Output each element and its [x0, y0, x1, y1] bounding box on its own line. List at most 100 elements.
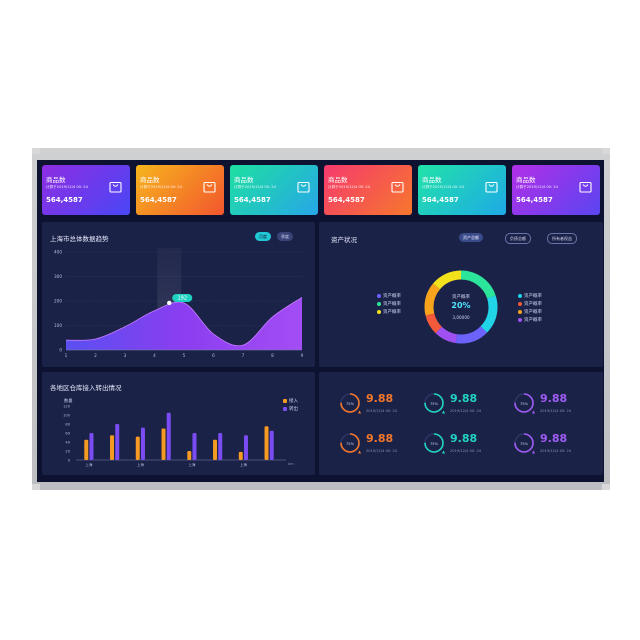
y-tick-label: 0 — [68, 458, 71, 462]
dashboard-screen: 商品数 计算于2019/12/4 00: 24 564,4587 商品数 计算于2019… — [37, 160, 604, 482]
tab-owner-equity[interactable]: 所有者权益 — [547, 233, 577, 244]
progress-ring-icon — [340, 433, 360, 453]
x-tick-label: 上海 — [188, 462, 196, 467]
stat-date: 2019/12/4 00: 24 — [540, 449, 572, 453]
assets-legend-item: 资产概率 — [518, 301, 542, 307]
x-tick-label: 上海 — [240, 462, 248, 467]
bar-inbound — [187, 451, 192, 460]
assets-legend-item: 资产概率 — [518, 293, 542, 299]
legend-outbound: 转出 — [283, 406, 298, 412]
legend-label: 资产概率 — [524, 318, 542, 323]
bezel-corner — [602, 484, 610, 490]
legend-label: 资产概率 — [383, 302, 401, 307]
highlight-badge — [172, 293, 193, 302]
stat-item: 75% ▲ 9.88 2019/12/4 00: 24 — [423, 390, 503, 420]
kpi-card[interactable]: 商品数 计算于2019/12/4 00: 24 564,4587 — [136, 165, 224, 215]
tab-total-liabilities[interactable]: 负债总额 — [505, 233, 531, 244]
donut-segment — [424, 270, 498, 344]
kpi-card-title: 商品数 — [140, 176, 160, 184]
highlight-badge-label: 192 — [177, 296, 187, 302]
bar-outbound — [115, 424, 120, 460]
warehouse-ylabel: 数量 — [64, 398, 73, 403]
bar-inbound — [110, 435, 115, 460]
legend-label: 接入 — [289, 399, 298, 404]
kpi-card-value: 564,4587 — [46, 196, 83, 204]
stat-value: 9.88 — [450, 392, 478, 405]
chip-quarterly[interactable]: 季度 — [277, 232, 293, 241]
x-tick-label: 6 — [212, 353, 215, 358]
donut-center-value: 3,00000 — [452, 315, 470, 320]
kpi-card-value: 564,4587 — [328, 196, 365, 204]
kpi-card[interactable]: 商品数 计算于2019/12/4 00: 24 564,4587 — [512, 165, 600, 215]
bar-inbound — [161, 428, 166, 460]
trend-title: 上海市总体数据趋势 — [50, 235, 109, 243]
y-tick-label: 300 — [54, 274, 62, 279]
stat-date: 2019/12/4 00: 24 — [450, 409, 482, 413]
legend-dot — [518, 310, 522, 314]
x-tick-label: 8 — [271, 353, 274, 358]
stat-item: 75% ▲ 9.88 2019/12/4 00: 24 — [513, 430, 593, 460]
kpi-card-title: 商品数 — [516, 176, 536, 184]
assets-legend-item: 资产概率 — [377, 301, 401, 307]
progress-ring-icon — [340, 393, 360, 413]
bar-outbound — [89, 433, 94, 460]
kpi-card[interactable]: 商品数 计算于2019/12/4 00: 24 564,4587 — [230, 165, 318, 215]
kpi-card-value: 564,4587 — [140, 196, 177, 204]
kpi-card[interactable]: 商品数 计算于2019/12/4 00: 24 564,4587 — [324, 165, 412, 215]
legend-swatch — [283, 399, 287, 403]
stat-item: 75% ▲ 9.88 2019/12/4 00: 24 — [339, 390, 419, 420]
legend-label: 资产概率 — [383, 310, 401, 315]
stat-percent: 75% — [520, 442, 528, 446]
stat-value: 9.88 — [450, 432, 478, 445]
bar-inbound — [264, 426, 269, 460]
stat-value: 9.88 — [540, 432, 568, 445]
stat-percent: 75% — [520, 402, 528, 406]
shopping-bag-icon — [579, 181, 592, 193]
donut-center-label: 资产概率 — [452, 295, 470, 300]
shopping-bag-icon — [109, 181, 122, 193]
x-tick-label: 5 — [183, 353, 186, 358]
kpi-card[interactable]: 商品数 计算于2019/12/4 00: 24 564,4587 — [42, 165, 130, 215]
chip-monthly[interactable]: 月度 — [255, 232, 271, 241]
legend-label: 转出 — [289, 407, 298, 412]
x-tick-label: 上海 — [137, 462, 145, 467]
x-tick-label: 上海 — [85, 462, 93, 467]
kpi-card-subtitle: 计算于2019/12/4 00: 24 — [140, 185, 182, 189]
y-tick-label: 120 — [63, 404, 71, 408]
x-tick-label: 2 — [94, 353, 97, 358]
legend-dot — [518, 294, 522, 298]
bezel-corner — [32, 148, 40, 154]
trend-panel: 上海市总体数据趋势 月度 季度 0 100 200 300 400 1 2 3 4 5 6 7 8 9 19… — [42, 222, 315, 367]
trend-area — [66, 297, 302, 350]
stat-percent: 75% — [430, 402, 438, 406]
y-tick-label: 100 — [54, 323, 62, 328]
assets-donut-chart — [424, 270, 498, 344]
y-tick-label: 0 — [59, 348, 62, 353]
donut-segment — [424, 270, 498, 344]
tab-total-assets[interactable]: 资产总额 — [459, 233, 483, 242]
assets-legend-item: 资产概率 — [377, 309, 401, 315]
bar-outbound — [243, 435, 248, 460]
warehouse-unit: km — [288, 462, 294, 466]
bezel-corner — [32, 484, 40, 490]
shopping-bag-icon — [485, 181, 498, 193]
assets-title: 资产状况 — [331, 236, 357, 244]
legend-dot — [518, 318, 522, 322]
kpi-card-title: 商品数 — [46, 176, 66, 184]
kpi-card-title: 商品数 — [328, 176, 348, 184]
legend-inbound: 接入 — [283, 398, 298, 404]
kpi-card-subtitle: 计算于2019/12/4 00: 24 — [516, 185, 558, 189]
kpi-card-title: 商品数 — [422, 176, 442, 184]
up-arrow-icon: ▲ — [532, 409, 536, 414]
kpi-card-title: 商品数 — [234, 176, 254, 184]
highlight-point — [167, 300, 172, 306]
progress-ring-icon — [514, 393, 534, 413]
stat-item: 75% ▲ 9.88 2019/12/4 00: 24 — [513, 390, 593, 420]
kpi-card[interactable]: 商品数 计算于2019/12/4 00: 24 564,4587 — [418, 165, 506, 215]
up-arrow-icon: ▲ — [442, 409, 446, 414]
kpi-card-subtitle: 计算于2019/12/4 00: 24 — [234, 185, 276, 189]
donut-segment — [424, 270, 498, 344]
bar-inbound — [213, 439, 218, 460]
bar-inbound — [84, 439, 89, 460]
up-arrow-icon: ▲ — [442, 449, 446, 454]
